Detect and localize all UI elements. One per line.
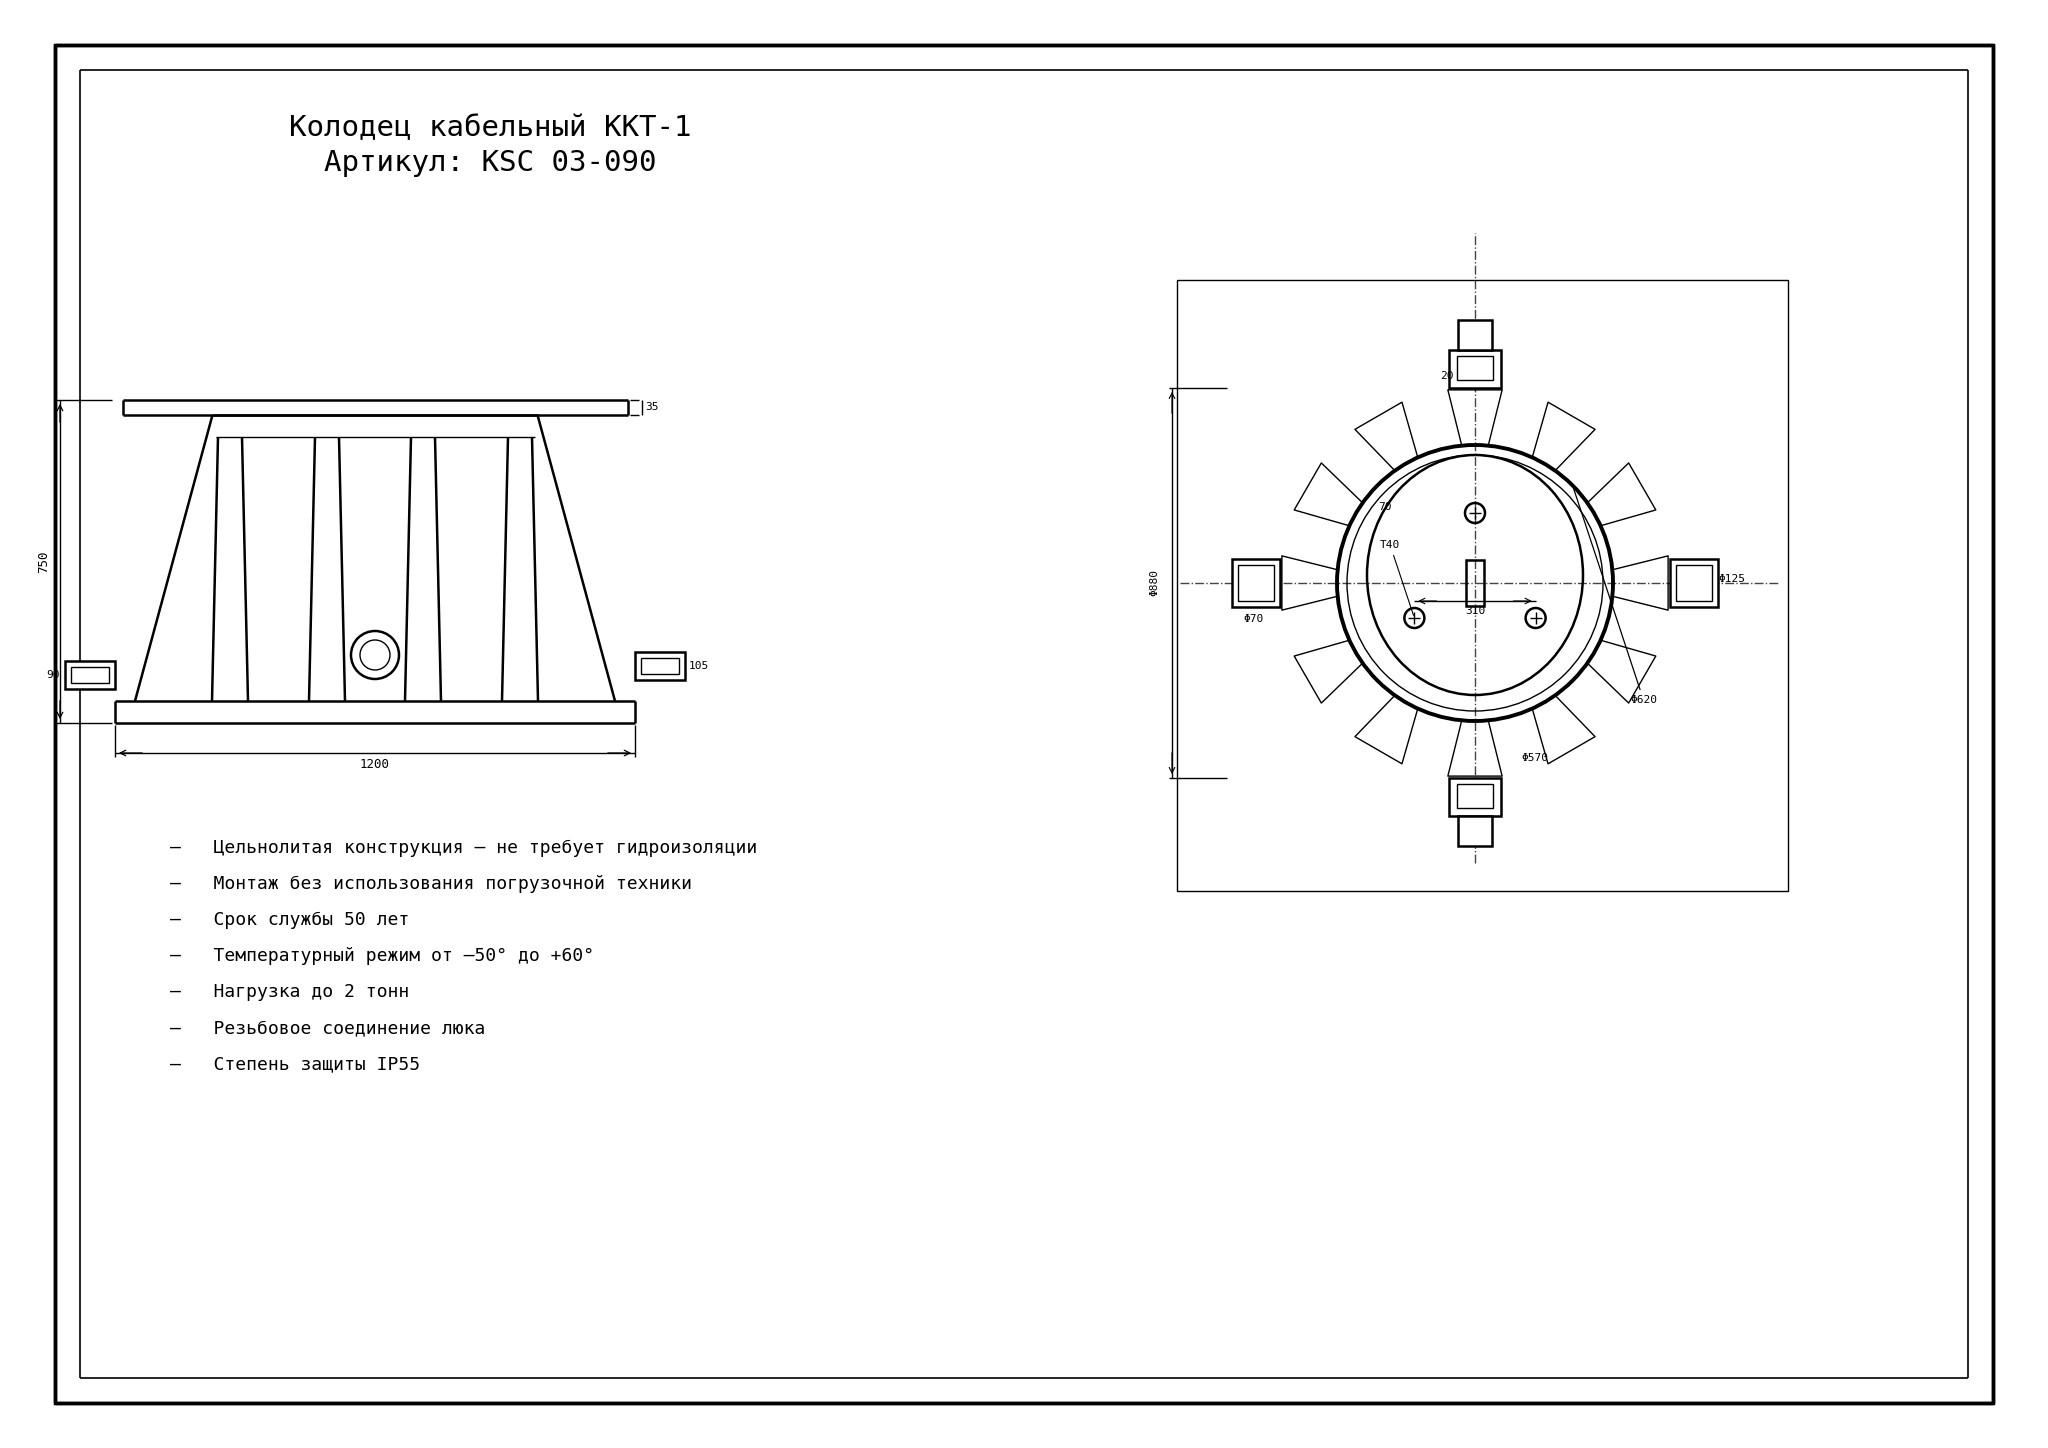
Text: –   Монтаж без использования погрузочной техники: – Монтаж без использования погрузочной т… <box>170 875 692 893</box>
Bar <box>1466 560 1485 607</box>
Text: 1200: 1200 <box>360 759 389 772</box>
Bar <box>635 652 684 681</box>
Text: 310: 310 <box>1464 607 1485 615</box>
Text: Τ40: Τ40 <box>1380 540 1413 615</box>
Text: 90: 90 <box>47 670 59 681</box>
Bar <box>1458 320 1493 350</box>
Text: Φ570: Φ570 <box>1522 753 1548 763</box>
Bar <box>1675 565 1712 601</box>
Text: 35: 35 <box>645 403 657 413</box>
Bar <box>1456 356 1493 379</box>
Bar <box>1450 350 1501 388</box>
Bar <box>66 660 115 689</box>
Text: Колодец кабельный ККТ-1: Колодец кабельный ККТ-1 <box>289 114 692 142</box>
Text: –   Резьбовое соединение люка: – Резьбовое соединение люка <box>170 1019 485 1037</box>
Bar <box>1669 559 1718 607</box>
Text: Φ70: Φ70 <box>1243 614 1264 624</box>
Text: 70: 70 <box>1378 502 1393 513</box>
Bar <box>1458 817 1493 846</box>
Text: 20: 20 <box>1440 371 1454 381</box>
Text: –   Цельнолитая конструкция – не требует гидроизоляции: – Цельнолитая конструкция – не требует г… <box>170 838 758 857</box>
Bar <box>641 657 680 673</box>
Text: Артикул: KSC 03-090: Артикул: KSC 03-090 <box>324 149 655 177</box>
Bar <box>1178 279 1788 891</box>
Text: 105: 105 <box>688 660 709 670</box>
Text: –   Срок службы 50 лет: – Срок службы 50 лет <box>170 911 410 930</box>
Bar <box>1456 783 1493 808</box>
Text: Φ620: Φ620 <box>1573 488 1657 705</box>
Bar <box>1233 559 1280 607</box>
Text: –   Нагрузка до 2 тонн: – Нагрузка до 2 тонн <box>170 983 410 1001</box>
Text: –   Степень защиты IP55: – Степень защиты IP55 <box>170 1056 420 1073</box>
Bar <box>1450 778 1501 817</box>
Text: –   Температурный режим от –50° до +60°: – Температурный режим от –50° до +60° <box>170 947 594 964</box>
Bar <box>72 668 109 683</box>
Text: Φ125: Φ125 <box>1718 573 1745 584</box>
Bar <box>1237 565 1274 601</box>
Text: Φ880: Φ880 <box>1149 569 1159 597</box>
Text: 750: 750 <box>37 550 51 573</box>
